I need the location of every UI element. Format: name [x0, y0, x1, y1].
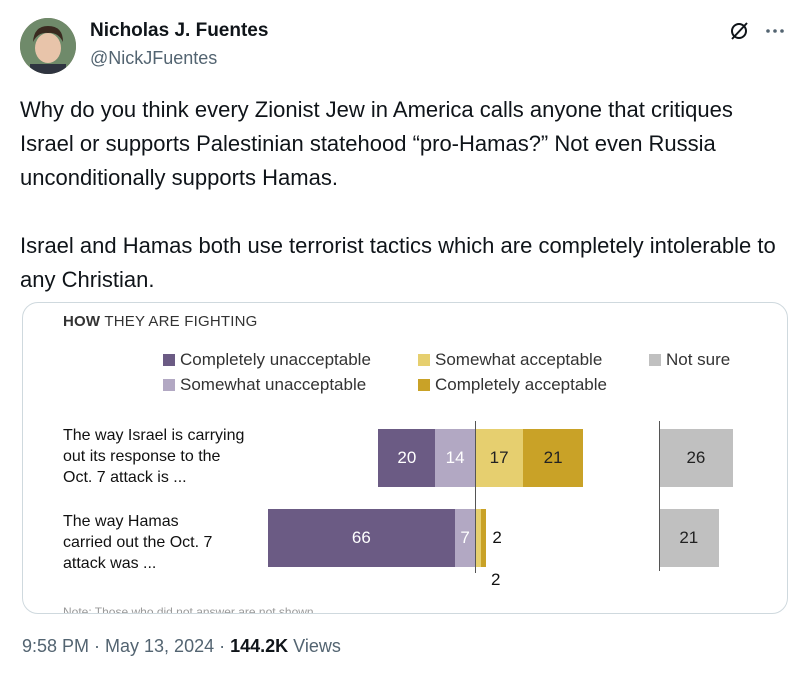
data-label-somewhat-acceptable: 2: [492, 528, 502, 547]
avatar[interactable]: [20, 18, 76, 74]
chart-title-bold: HOW: [63, 313, 101, 330]
slash-circle-icon[interactable]: [728, 20, 750, 46]
legend-completely-unacceptable: Completely unacceptable: [163, 350, 371, 370]
views-count: 144.2K: [230, 636, 289, 656]
chart-title: HOW THEY ARE FIGHTING: [63, 313, 258, 330]
zero-axis-line: [475, 421, 476, 573]
bar-somewhat-unacceptable: 14: [435, 429, 475, 487]
timestamp[interactable]: 9:58 PM · May 13, 2024 ·: [22, 636, 231, 656]
bar-somewhat-acceptable: [475, 509, 481, 567]
tweet-image-chart[interactable]: HOW THEY ARE FIGHTING Completely unaccep…: [22, 302, 788, 614]
legend-label: Not sure: [666, 350, 731, 369]
legend-label: Completely unacceptable: [180, 350, 371, 369]
legend-not-sure: Not sure: [649, 350, 730, 370]
bar-completely-acceptable: [480, 509, 487, 567]
bar-somewhat-unacceptable: 7: [455, 509, 475, 567]
bar-somewhat-acceptable: 17: [475, 429, 524, 487]
row-label-israel: The way Israel is carrying out its respo…: [63, 425, 293, 488]
row-label-line: The way Israel is carrying: [63, 427, 245, 444]
row-label-line: Oct. 7 attack is ...: [63, 469, 187, 486]
bar-completely-unacceptable: 20: [378, 429, 436, 487]
bar-completely-unacceptable: 66: [267, 509, 456, 567]
chart-note: Note: Those who did not answer are not s…: [63, 605, 317, 614]
bar-completely-acceptable: 21: [523, 429, 583, 487]
legend-swatch: [649, 354, 661, 366]
tweet-paragraph: Israel and Hamas both use terrorist tact…: [20, 233, 776, 292]
author-handle[interactable]: @NickJFuentes: [90, 48, 218, 68]
author-name[interactable]: Nicholas J. Fuentes: [90, 20, 269, 41]
legend-swatch: [418, 354, 430, 366]
legend-swatch: [163, 354, 175, 366]
bar-not-sure: 21: [659, 509, 719, 567]
row-label-hamas: The way Hamas carried out the Oct. 7 att…: [63, 511, 293, 574]
legend-swatch: [163, 379, 175, 391]
views-label: Views: [288, 636, 341, 656]
legend-somewhat-unacceptable: Somewhat unacceptable: [163, 375, 366, 395]
more-options-icon[interactable]: [764, 20, 786, 46]
tweet-text: Why do you think every Zionist Jew in Am…: [20, 93, 790, 297]
legend-swatch: [418, 379, 430, 391]
row-label-line: attack was ...: [63, 555, 157, 572]
legend-label: Completely acceptable: [435, 375, 607, 394]
legend-somewhat-acceptable: Somewhat acceptable: [418, 350, 602, 370]
legend-label: Somewhat unacceptable: [180, 375, 367, 394]
avatar-image: [20, 18, 76, 74]
data-label-completely-acceptable: 2: [491, 570, 501, 589]
legend-label: Somewhat acceptable: [435, 350, 603, 369]
row-label-line: The way Hamas: [63, 513, 179, 530]
row-label-line: out its response to the: [63, 448, 221, 465]
chart-title-rest: THEY ARE FIGHTING: [100, 313, 258, 330]
legend-completely-acceptable: Completely acceptable: [418, 375, 607, 395]
bar-not-sure: 26: [659, 429, 733, 487]
not-sure-axis-line: [659, 421, 660, 571]
tweet-meta: 9:58 PM · May 13, 2024 · 144.2K Views: [22, 636, 341, 657]
tweet-paragraph: Why do you think every Zionist Jew in Am…: [20, 97, 733, 190]
row-label-line: carried out the Oct. 7: [63, 534, 213, 551]
